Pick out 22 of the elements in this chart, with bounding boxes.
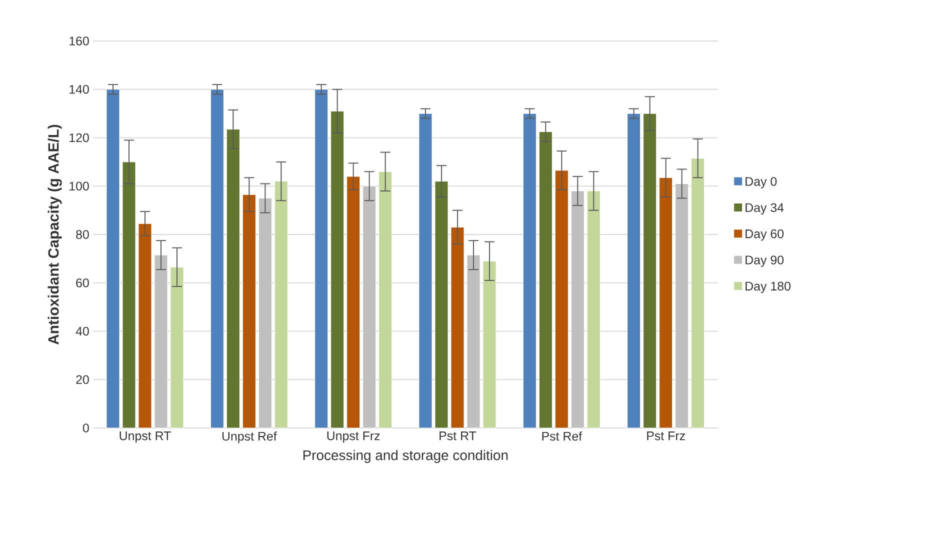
legend-label: Day 60 <box>746 229 784 241</box>
x-tick-label: Pst Ref <box>542 432 582 441</box>
y-tick-label: 20 <box>76 375 89 384</box>
y-axis-title: Antioxidant Capacity (g AAE/L) <box>48 124 62 345</box>
y-tick-label: 80 <box>76 230 89 239</box>
y-tick-label: 140 <box>70 84 89 94</box>
y-tick-label: 160 <box>70 36 89 46</box>
y-tick-label: 40 <box>76 326 89 336</box>
legend-label: Day 34 <box>746 203 784 215</box>
y-tick-label: 60 <box>76 278 89 288</box>
legend-label: Day 180 <box>746 282 790 294</box>
x-tick-label: Pst RT <box>440 432 476 440</box>
x-tick-label: Unpst RT <box>120 432 171 443</box>
legend-label: Day 0 <box>746 177 777 188</box>
y-tick-label: 120 <box>70 133 89 142</box>
y-tick-label: 0 <box>82 424 89 432</box>
legend-label: Day 90 <box>746 256 784 267</box>
x-tick-label: Pst Frz <box>647 432 685 440</box>
x-tick-label: Unpst Ref <box>222 432 277 444</box>
x-tick-label: Unpst Frz <box>327 432 380 443</box>
x-axis-title: Processing and storage condition <box>303 450 508 463</box>
y-tick-label: 100 <box>70 182 89 191</box>
